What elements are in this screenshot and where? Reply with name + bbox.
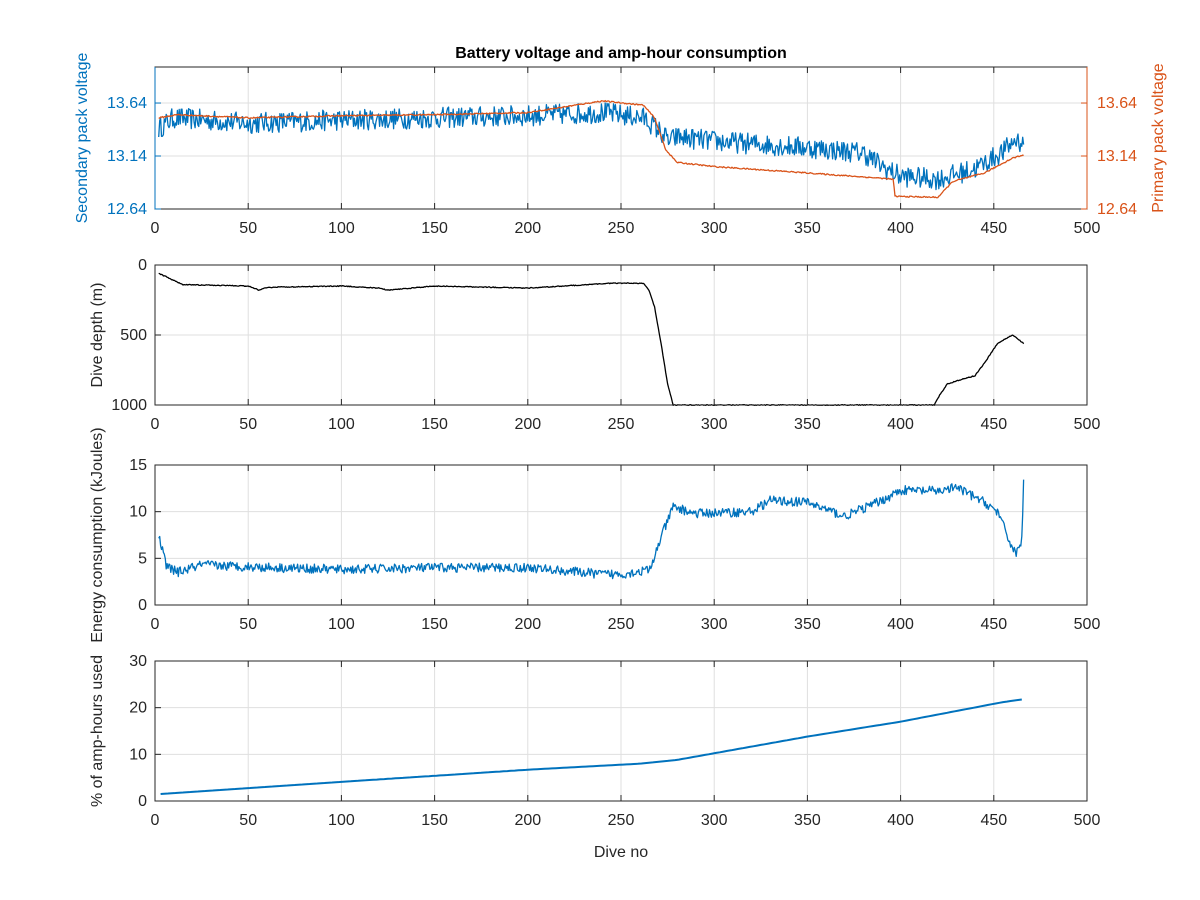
x-tick-label: 450 [980, 220, 1007, 237]
x-tick-label: 350 [794, 416, 821, 433]
y-axis-label: Dive depth (m) [89, 283, 106, 388]
x-tick-label: 0 [151, 416, 160, 433]
x-axis-label: Dive no [594, 844, 648, 861]
x-tick-label: 400 [887, 416, 914, 433]
y-tick-label: 13.14 [107, 148, 147, 165]
y-tick-label: 13.64 [107, 95, 147, 112]
y-tick-label: 12.64 [107, 201, 147, 218]
series-group [158, 99, 1025, 199]
x-tick-label: 500 [1074, 220, 1101, 237]
x-tick-label: 0 [151, 812, 160, 829]
series-line-1 [158, 102, 1025, 191]
y-axis-label: Secondary pack voltage [74, 53, 91, 224]
x-tick-label: 300 [701, 416, 728, 433]
x-tick-label: 150 [421, 220, 448, 237]
x-tick-label: 350 [794, 616, 821, 633]
series-group [160, 698, 1022, 795]
series-line-1 [160, 698, 1022, 795]
y-tick-label: 10 [129, 504, 147, 521]
y-tick-label: 10 [129, 746, 147, 763]
y-tick-label: 1000 [111, 397, 147, 414]
x-tick-label: 0 [151, 616, 160, 633]
x-tick-label: 250 [608, 812, 635, 829]
x-tick-label: 250 [608, 416, 635, 433]
x-tick-label: 250 [608, 220, 635, 237]
x-tick-label: 200 [514, 616, 541, 633]
chart-panel-3: 0 50 100 150 200 250 300 350 400 450 500 0 5 10 15 Ener… [89, 427, 1100, 642]
chart-panel-1: 0 50 100 150 200 250 300 350 400 450 500 12.64 13.14… [74, 45, 1167, 237]
x-tick-label: 400 [887, 220, 914, 237]
x-tick-label: 500 [1074, 616, 1101, 633]
x-tick-label: 50 [239, 616, 257, 633]
x-tick-label: 200 [514, 812, 541, 829]
series-line-1 [158, 479, 1025, 580]
x-tick-label: 300 [701, 812, 728, 829]
chart-panels: 0 50 100 150 200 250 300 350 400 450 50012.6413.14… [74, 45, 1167, 861]
x-tick-label: 400 [887, 616, 914, 633]
x-tick-label: 150 [421, 416, 448, 433]
y-tick-label: 13.14 [1097, 148, 1137, 165]
chart-title: Battery voltage and amp-hour consumption [455, 45, 787, 62]
x-tick-label: 500 [1074, 416, 1101, 433]
x-tick-label: 100 [328, 812, 355, 829]
x-tick-label: 450 [980, 616, 1007, 633]
x-tick-label: 50 [239, 220, 257, 237]
y-axis-label: % of amp-hours used [89, 655, 106, 807]
x-tick-label: 250 [608, 616, 635, 633]
series-line-2 [158, 99, 1024, 199]
x-tick-label: 100 [328, 220, 355, 237]
x-tick-label: 100 [328, 616, 355, 633]
y-axis-label: Energy consumption (kJoules) [89, 427, 106, 642]
y-tick-label: 15 [129, 457, 147, 474]
x-tick-label: 50 [239, 812, 257, 829]
y-tick-label: 5 [138, 550, 147, 567]
x-tick-label: 450 [980, 416, 1007, 433]
x-tick-label: 200 [514, 220, 541, 237]
x-tick-label: 0 [151, 220, 160, 237]
x-tick-label: 350 [794, 812, 821, 829]
y-tick-label: 12.64 [1097, 201, 1137, 218]
y-tick-label: 30 [129, 653, 147, 670]
x-tick-label: 350 [794, 220, 821, 237]
x-tick-label: 50 [239, 416, 257, 433]
x-tick-label: 200 [514, 416, 541, 433]
x-tick-label: 150 [421, 616, 448, 633]
y-tick-label: 13.64 [1097, 95, 1137, 112]
y-tick-label: 500 [120, 327, 147, 344]
y-axis-label: Primary pack voltage [1150, 63, 1167, 212]
chart-panel-4: 0 50 100 150 200 250 300 350 400 450 500 0 10 20 30 % o… [89, 653, 1100, 861]
series-group [158, 479, 1025, 580]
y-tick-label: 0 [138, 257, 147, 274]
x-tick-label: 500 [1074, 812, 1101, 829]
chart-panel-2: 0 50 100 150 200 250 300 350 400 450 500 0 500 1000 Di… [89, 257, 1100, 433]
x-tick-label: 450 [980, 812, 1007, 829]
x-tick-label: 100 [328, 416, 355, 433]
y-tick-label: 0 [138, 793, 147, 810]
x-tick-label: 300 [701, 220, 728, 237]
x-tick-label: 400 [887, 812, 914, 829]
y-tick-label: 0 [138, 597, 147, 614]
y-tick-label: 20 [129, 700, 147, 717]
x-tick-label: 150 [421, 812, 448, 829]
x-tick-label: 300 [701, 616, 728, 633]
